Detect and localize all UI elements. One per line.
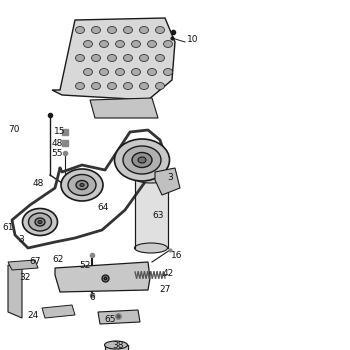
Ellipse shape xyxy=(132,41,140,48)
Text: 55: 55 xyxy=(51,148,63,158)
Polygon shape xyxy=(42,305,75,318)
Text: 62: 62 xyxy=(52,256,64,265)
Text: 27: 27 xyxy=(159,286,171,294)
Ellipse shape xyxy=(99,69,108,76)
Text: 48: 48 xyxy=(51,139,63,147)
Ellipse shape xyxy=(124,83,133,90)
Ellipse shape xyxy=(38,220,42,224)
Ellipse shape xyxy=(76,55,84,62)
Text: 67: 67 xyxy=(29,258,41,266)
Ellipse shape xyxy=(68,175,96,196)
Ellipse shape xyxy=(80,183,84,187)
Text: 63: 63 xyxy=(152,210,164,219)
Text: 64: 64 xyxy=(97,203,109,212)
Text: 15: 15 xyxy=(54,127,66,136)
Ellipse shape xyxy=(147,69,156,76)
Ellipse shape xyxy=(132,153,152,168)
Text: 6: 6 xyxy=(89,294,95,302)
Ellipse shape xyxy=(155,83,164,90)
Ellipse shape xyxy=(91,27,100,34)
Ellipse shape xyxy=(124,27,133,34)
Ellipse shape xyxy=(116,69,125,76)
Polygon shape xyxy=(155,168,180,195)
Ellipse shape xyxy=(114,139,169,181)
Polygon shape xyxy=(8,260,38,270)
Ellipse shape xyxy=(76,83,84,90)
Text: 52: 52 xyxy=(79,260,91,270)
Text: 3: 3 xyxy=(18,236,24,245)
Polygon shape xyxy=(55,262,150,292)
Text: 3: 3 xyxy=(167,173,173,182)
Polygon shape xyxy=(52,18,175,100)
Ellipse shape xyxy=(134,173,168,183)
Ellipse shape xyxy=(132,69,140,76)
Ellipse shape xyxy=(155,55,164,62)
Text: 42: 42 xyxy=(162,270,174,279)
Text: 61: 61 xyxy=(2,224,14,232)
Ellipse shape xyxy=(61,169,103,201)
Ellipse shape xyxy=(134,243,168,253)
Ellipse shape xyxy=(35,218,45,226)
Text: 48: 48 xyxy=(32,178,44,188)
Ellipse shape xyxy=(147,41,156,48)
Ellipse shape xyxy=(91,83,100,90)
Polygon shape xyxy=(90,98,158,118)
Text: 24: 24 xyxy=(27,310,38,320)
Ellipse shape xyxy=(116,41,125,48)
Ellipse shape xyxy=(140,27,148,34)
Polygon shape xyxy=(8,265,22,318)
Text: 70: 70 xyxy=(8,126,20,134)
Ellipse shape xyxy=(107,55,117,62)
Ellipse shape xyxy=(84,41,92,48)
Ellipse shape xyxy=(105,341,127,349)
Ellipse shape xyxy=(138,157,146,163)
Ellipse shape xyxy=(91,55,100,62)
Polygon shape xyxy=(105,345,128,350)
Ellipse shape xyxy=(140,55,148,62)
Ellipse shape xyxy=(107,83,117,90)
Polygon shape xyxy=(135,178,168,248)
Text: 16: 16 xyxy=(171,251,183,259)
Ellipse shape xyxy=(28,213,51,231)
Ellipse shape xyxy=(107,27,117,34)
Ellipse shape xyxy=(22,209,57,236)
Ellipse shape xyxy=(123,146,161,174)
Ellipse shape xyxy=(76,27,84,34)
Ellipse shape xyxy=(163,69,173,76)
Ellipse shape xyxy=(155,27,164,34)
Text: 10: 10 xyxy=(187,35,199,44)
Text: 38: 38 xyxy=(112,341,124,350)
Text: 65: 65 xyxy=(104,315,116,324)
Ellipse shape xyxy=(99,41,108,48)
Ellipse shape xyxy=(124,55,133,62)
Text: 32: 32 xyxy=(19,273,31,282)
Polygon shape xyxy=(98,310,140,324)
Ellipse shape xyxy=(163,41,173,48)
Ellipse shape xyxy=(140,83,148,90)
Ellipse shape xyxy=(84,69,92,76)
Ellipse shape xyxy=(76,181,88,189)
